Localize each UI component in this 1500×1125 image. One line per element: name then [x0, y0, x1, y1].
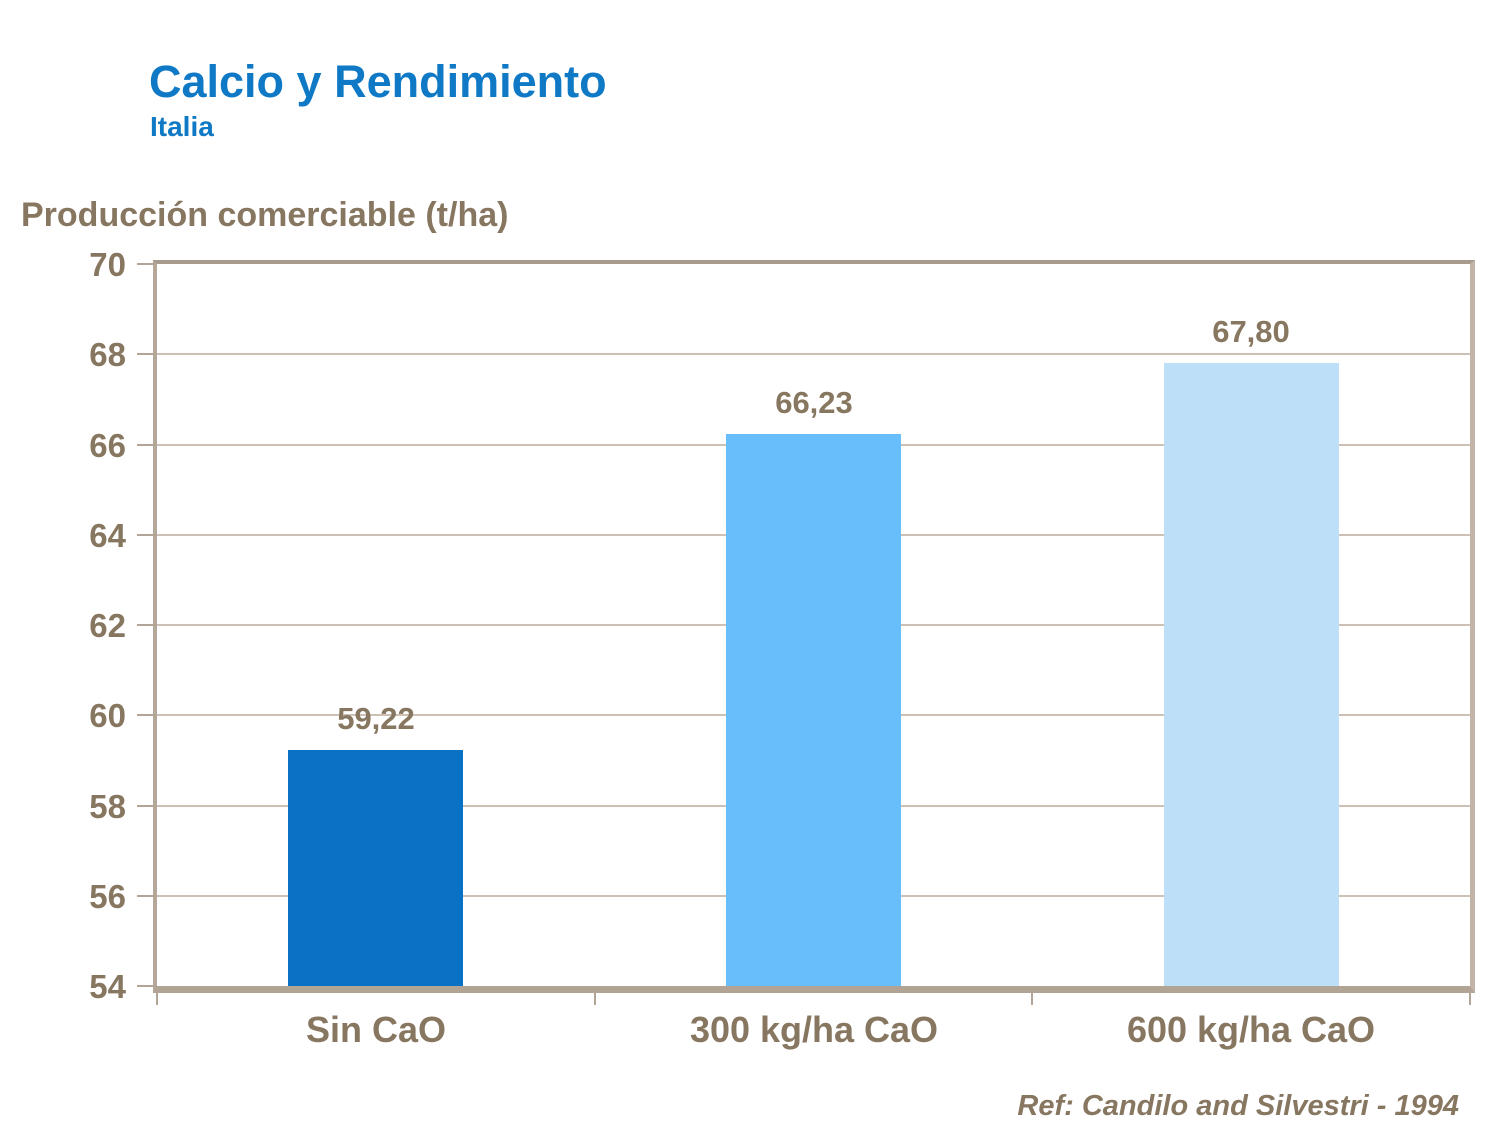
- y-axis-title: Producción comerciable (t/ha): [21, 196, 509, 234]
- y-axis-tick-label: 66: [89, 426, 126, 464]
- y-axis-tick-mark: [137, 804, 157, 807]
- bar-value-label: 59,22: [337, 701, 415, 736]
- y-axis-tick-mark: [137, 714, 157, 717]
- x-axis-category-label: 300 kg/ha CaO: [689, 1009, 939, 1050]
- reference-text: Ref: Candilo and Silvestri - 1994: [1017, 1090, 1459, 1122]
- y-axis-tick-label: 64: [89, 516, 126, 554]
- x-axis-category-label: 600 kg/ha CaO: [1126, 1009, 1376, 1050]
- y-axis-tick-label: 62: [89, 607, 126, 644]
- bar-value-label: 67,80: [1212, 314, 1290, 349]
- y-axis-tick-mark: [137, 985, 157, 987]
- y-axis-tick-label: 68: [89, 336, 126, 374]
- x-axis-tick-mark: [1031, 988, 1034, 1005]
- bar-value-label: 66,23: [775, 385, 853, 420]
- y-axis-tick-mark: [137, 353, 157, 356]
- x-axis-category-label: Sin CaO: [305, 1009, 447, 1050]
- x-axis-tick-mark: [1469, 988, 1471, 1005]
- y-axis-tick-mark: [137, 533, 157, 536]
- plot-area: 59,22 66,23 67,80: [153, 260, 1475, 993]
- bar: [288, 750, 463, 986]
- y-axis-tick-label: 70: [89, 246, 126, 283]
- y-axis-tick-mark: [137, 624, 157, 626]
- x-axis-tick-mark: [156, 988, 158, 1005]
- y-axis-tick-label: 56: [89, 877, 126, 915]
- y-axis-tick-label: 54: [89, 968, 126, 1005]
- bar: [1164, 363, 1339, 986]
- y-axis-tick-label: 60: [89, 697, 126, 735]
- y-axis-tick-mark: [137, 443, 157, 446]
- bar: [726, 434, 901, 986]
- x-axis-tick-mark: [593, 988, 596, 1005]
- y-axis-tick-label: 58: [89, 787, 126, 825]
- y-axis-tick-mark: [137, 263, 157, 265]
- chart-title: Calcio y Rendimiento: [149, 56, 607, 107]
- y-axis-tick-mark: [137, 894, 157, 897]
- gridline: [157, 353, 1470, 356]
- chart-subtitle: Italia: [150, 111, 214, 142]
